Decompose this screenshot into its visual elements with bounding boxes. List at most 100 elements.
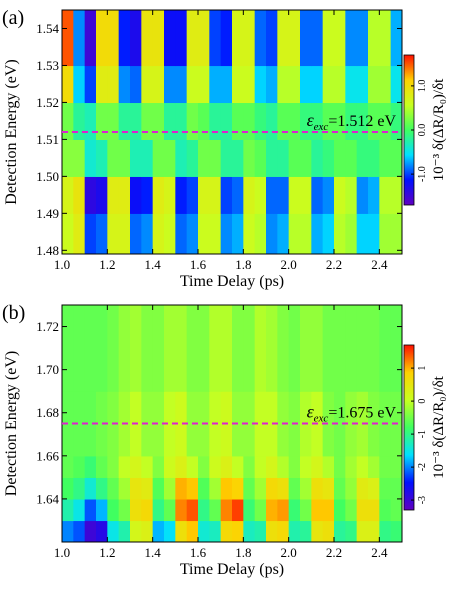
heatmap-cell (266, 477, 278, 500)
heatmap-cell (232, 520, 244, 542)
heatmap-cell (311, 139, 324, 177)
heatmap-cell (345, 65, 358, 104)
heatmap-cell (107, 305, 120, 392)
heatmap-cell (300, 498, 312, 522)
heatmap-cell (334, 498, 346, 522)
y-tick-label: 1.54 (36, 21, 59, 36)
x-tick-label: 2.4 (371, 257, 388, 272)
heatmap-cell (334, 391, 346, 457)
annotation-symbol: ε (307, 402, 315, 422)
heatmap-cell (379, 65, 392, 104)
heatmap-cell (152, 176, 165, 214)
heatmap-cell (322, 455, 335, 478)
heatmap-cell (175, 520, 188, 542)
heatmap-cell (152, 520, 165, 542)
heatmap-cell (390, 455, 402, 478)
heatmap-cell (175, 10, 188, 67)
heatmap-cell (152, 10, 165, 67)
heatmap-cell (345, 391, 358, 457)
colorbar-title: 10⁻³ δ(ΔR/R₀)/δt (431, 78, 447, 182)
heatmap-cell (141, 139, 154, 177)
heatmap-cell (220, 477, 233, 500)
heatmap-cell (300, 65, 312, 104)
heatmap-cell (164, 498, 176, 522)
x-tick-label: 1.2 (99, 257, 115, 272)
heatmap-cell (379, 477, 392, 500)
heatmap-cell (84, 139, 97, 177)
colorbar-title: 10⁻³ δ(ΔR/R₀)/δt (431, 375, 447, 479)
heatmap-cell (141, 102, 154, 140)
heatmap-cell (141, 10, 154, 67)
heatmap-cell (288, 176, 301, 214)
heatmap-cell (220, 213, 233, 254)
heatmap-cell (73, 176, 86, 214)
heatmap-cell (390, 139, 402, 177)
heatmap-cell (300, 176, 312, 214)
colorbar-tick-label: 1.0 (417, 80, 428, 93)
heatmap-cell (209, 498, 222, 522)
heatmap-cell (322, 102, 335, 140)
heatmap-cell (96, 65, 108, 104)
heatmap-cell (368, 102, 380, 140)
heatmap-cell (288, 477, 301, 500)
heatmap-cell (232, 65, 244, 104)
heatmap-cell (164, 477, 176, 500)
heatmap-cell (73, 10, 86, 67)
heatmap-cell (334, 65, 346, 104)
heatmap-cell (288, 65, 301, 104)
heatmap-cell (84, 102, 97, 140)
annotation-subscript: exc (314, 121, 329, 133)
heatmap-cell (254, 498, 267, 522)
heatmap-cell (186, 139, 199, 177)
heatmap-cell (368, 498, 380, 522)
heatmap-cell (73, 305, 86, 392)
heatmap-cell (96, 455, 108, 478)
heatmap-cell (220, 65, 233, 104)
heatmap-cell (164, 391, 176, 457)
heatmap-cell (62, 176, 74, 214)
heatmap-cell (130, 498, 142, 522)
heatmap-cell (322, 391, 335, 457)
heatmap-cell (254, 455, 267, 478)
heatmap-cell (334, 213, 346, 254)
heatmap-cell (254, 477, 267, 500)
heatmap-cell (322, 10, 335, 67)
heatmap-cell (220, 455, 233, 478)
heatmap-cell (130, 65, 142, 104)
heatmap-cell (62, 455, 74, 478)
heatmap-cell (277, 213, 290, 254)
heatmap-cell (356, 305, 369, 392)
heatmap-cell (232, 10, 244, 67)
heatmap-cell (96, 102, 108, 140)
heatmap-cell (107, 455, 120, 478)
heatmap-cell (141, 520, 154, 542)
heatmap-cell (356, 139, 369, 177)
heatmap-cell (368, 65, 380, 104)
heatmap-cell (345, 213, 358, 254)
annotation-text: =1.512 eV (328, 113, 396, 130)
colorbar-tick-label: -3 (417, 496, 428, 504)
heatmap-cell (300, 520, 312, 542)
heatmap-cell (118, 477, 131, 500)
heatmap-cell (356, 102, 369, 140)
heatmap-cell (209, 477, 222, 500)
heatmap-cell (345, 455, 358, 478)
heatmap-cell (186, 10, 199, 67)
heatmap-cell (209, 139, 222, 177)
heatmap-cell (334, 477, 346, 500)
x-tick-label: 1.8 (235, 545, 251, 560)
y-tick-label: 1.51 (36, 132, 59, 147)
y-tick-label: 1.66 (36, 448, 59, 463)
heatmap-cell (379, 213, 392, 254)
heatmap-cell (277, 102, 290, 140)
x-tick-label: 1.4 (145, 545, 162, 560)
heatmap-cell (186, 305, 199, 392)
colorbar-tick-label: 0 (417, 399, 428, 404)
colorbar-tick-label: -1 (417, 430, 428, 438)
heatmap-cell (198, 498, 210, 522)
heatmap-cell (118, 498, 131, 522)
heatmap-cell (220, 139, 233, 177)
heatmap-cell (266, 305, 278, 392)
heatmap-cell (152, 305, 165, 392)
heatmap-cell (266, 498, 278, 522)
